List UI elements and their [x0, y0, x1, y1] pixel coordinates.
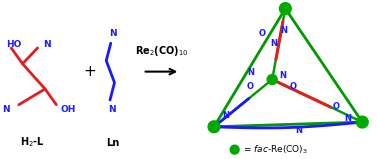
Text: = $\it{fac}$-Re(CO)$_3$: = $\it{fac}$-Re(CO)$_3$ [243, 143, 308, 156]
Text: N: N [279, 71, 286, 80]
Text: O: O [247, 82, 254, 91]
Point [232, 148, 238, 151]
Text: N: N [109, 29, 116, 38]
Text: Ln: Ln [106, 138, 119, 148]
Text: N: N [280, 26, 287, 35]
Text: N: N [271, 39, 277, 48]
Text: N: N [247, 68, 254, 77]
Text: N: N [108, 105, 116, 114]
Text: +: + [84, 64, 96, 79]
Text: N: N [344, 114, 351, 123]
Point [359, 121, 365, 123]
Text: O: O [259, 28, 266, 38]
Text: OH: OH [60, 105, 76, 114]
Point [282, 7, 288, 10]
Text: Re$_2$(CO)$_{10}$: Re$_2$(CO)$_{10}$ [135, 44, 188, 58]
Text: O: O [333, 102, 339, 111]
Text: H$_2$-L: H$_2$-L [20, 136, 45, 149]
Text: HO: HO [6, 40, 21, 48]
Text: N: N [295, 126, 302, 135]
Point [269, 78, 275, 81]
Text: N: N [3, 105, 10, 114]
Point [211, 125, 217, 128]
Text: O: O [289, 82, 296, 91]
Text: N: N [222, 111, 229, 120]
Text: N: N [43, 40, 51, 48]
